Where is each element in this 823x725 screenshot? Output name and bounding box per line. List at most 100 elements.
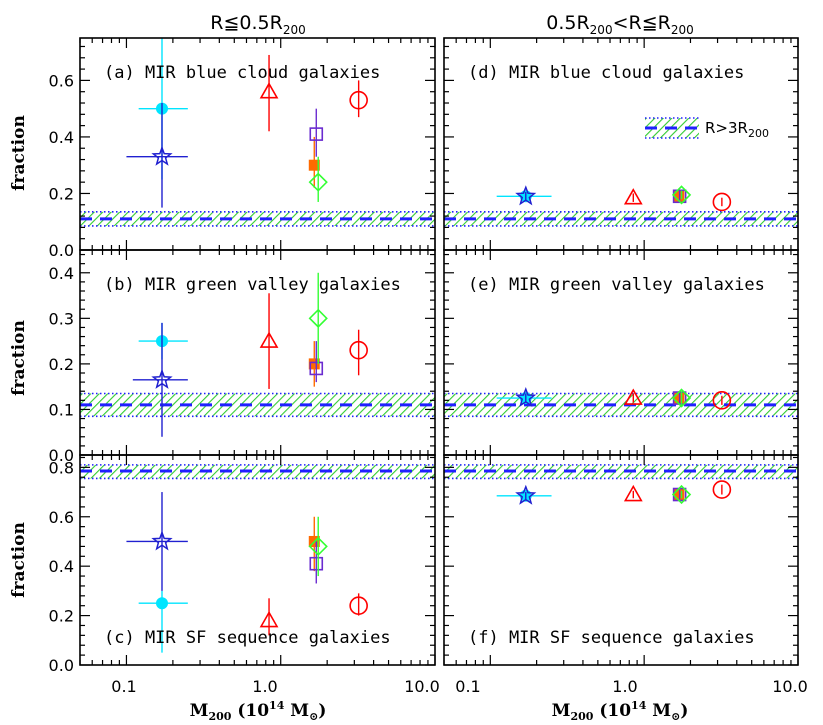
panel-f: (f) MIR SF sequence galaxies: [443, 454, 799, 666]
reference-band: [80, 211, 435, 226]
marker: [671, 484, 692, 505]
data-point-circle: [712, 480, 732, 499]
y-tick-label: 0.2: [49, 607, 74, 626]
marker: [308, 308, 328, 328]
data-point-star: [515, 386, 537, 407]
y-ticks: [80, 456, 435, 666]
data-point-diamond: [671, 388, 692, 408]
data-point-star: [515, 484, 537, 505]
y-ticks: [444, 456, 798, 666]
data-point-circle_filled: [138, 38, 188, 180]
panel-title: (a) MIR blue cloud galaxies: [104, 63, 380, 83]
marker: [309, 361, 324, 376]
plot-area: [80, 464, 435, 653]
data-point-triangle: [623, 388, 643, 405]
y-tick-label: 0.0: [49, 241, 74, 260]
data-point-triangle: [623, 188, 643, 205]
panels: 0.0 0.2 0.4 0.6 (a) MIR blue cloud galaxies (…: [49, 37, 799, 675]
data-point-circle: [712, 192, 732, 212]
panel-title: (f) MIR SF sequence galaxies: [468, 628, 755, 648]
marker: [155, 597, 168, 610]
data-point-diamond: [308, 156, 328, 202]
marker: [515, 484, 537, 505]
axes-frame: [79, 454, 436, 666]
x-ticks: [443, 250, 799, 455]
marker: [671, 388, 692, 408]
x-tick-label: 1.0: [252, 677, 277, 696]
x-axis-label-right: M200 (1014 M⊙): [552, 699, 689, 723]
data-point-star: [515, 185, 537, 206]
data-point-circle_filled: [138, 590, 188, 653]
y-tick-label: 0.0: [49, 446, 74, 465]
panel-a: 0.0 0.2 0.4 0.6 (a) MIR blue cloud galaxies: [49, 37, 436, 260]
data-point-square_filled: [673, 489, 685, 501]
marker: [259, 82, 279, 99]
panel-e: (e) MIR green valley galaxies: [443, 249, 799, 456]
reference-band: [444, 211, 798, 226]
data-point-circle: [349, 593, 368, 616]
marker: [712, 391, 732, 410]
marker: [308, 358, 320, 370]
x-axis-label-left: M200 (1014 M⊙): [190, 699, 327, 723]
panel-c: 0.0 0.2 0.4 0.6 0.8 (c) MIR SF sequence galax…: [49, 454, 436, 675]
data-point-triangle: [259, 598, 279, 636]
panel-title: (e) MIR green valley galaxies: [468, 275, 765, 295]
marker: [673, 190, 685, 202]
legend-label: R>3R200: [705, 119, 769, 140]
y-tick-label: 0.1: [49, 400, 74, 419]
y-tick-label: 0.4: [49, 128, 74, 147]
data-point-diamond: [308, 516, 328, 577]
marker: [308, 536, 328, 557]
data-point-triangle: [259, 293, 279, 389]
data-point-diamond: [671, 185, 692, 205]
data-point-star: [126, 492, 188, 591]
x-tick-label: 0.1: [111, 677, 136, 696]
marker: [259, 610, 279, 628]
x-ticks: [443, 455, 799, 665]
marker: [515, 185, 537, 206]
y-tick-label: 0.4: [49, 557, 74, 576]
marker: [349, 340, 368, 360]
marker: [308, 172, 328, 192]
y-axis-label-bottom: fraction: [9, 522, 29, 598]
x-tick-label: 0.1: [455, 677, 480, 696]
reference-band: [80, 393, 435, 417]
marker: [712, 192, 732, 212]
x-ticks: [79, 455, 436, 665]
data-point-square: [309, 541, 324, 584]
data-point-circle_filled: [138, 322, 188, 360]
data-point-star: [132, 322, 188, 437]
plot-area: [444, 464, 798, 505]
y-tick-label: 0.2: [49, 355, 74, 374]
marker: [151, 368, 173, 389]
panel-b: 0.0 0.1 0.2 0.3 0.4 (b) MIR green valley gala…: [49, 249, 436, 465]
x-tick-labels-right: 0.1 1.0 10.0: [455, 677, 808, 696]
data-point-circle: [349, 329, 368, 376]
x-ticks: [443, 38, 799, 250]
data-point-square_filled: [308, 341, 320, 387]
x-tick-label: 10.0: [404, 677, 440, 696]
marker: [671, 185, 692, 205]
data-point-circle: [712, 391, 732, 410]
x-tick-label: 10.0: [772, 677, 808, 696]
panel-d: (d) MIR blue cloud galaxies R>3R200: [443, 37, 799, 251]
y-tick-label: 0.0: [49, 656, 74, 675]
data-point-triangle: [623, 484, 643, 502]
marker: [515, 386, 537, 407]
column-title-outer: 0.5R200<R≦R200: [546, 12, 693, 37]
data-point-circle: [349, 80, 368, 118]
panel-title: (c) MIR SF sequence galaxies: [104, 628, 391, 648]
data-point-diamond: [671, 484, 692, 505]
marker: [623, 484, 643, 502]
plot-area: [80, 38, 435, 227]
data-point-square_filled: [308, 136, 320, 188]
legend: R>3R200: [645, 117, 769, 140]
marker: [349, 90, 368, 110]
y-tick-label: 0.3: [49, 309, 74, 328]
panel-title: (b) MIR green valley galaxies: [104, 275, 401, 295]
y-axis-label-top: fraction: [9, 115, 29, 191]
data-point-diamond: [308, 272, 328, 364]
plot-area: [444, 185, 798, 227]
marker: [623, 388, 643, 405]
marker: [309, 127, 324, 141]
